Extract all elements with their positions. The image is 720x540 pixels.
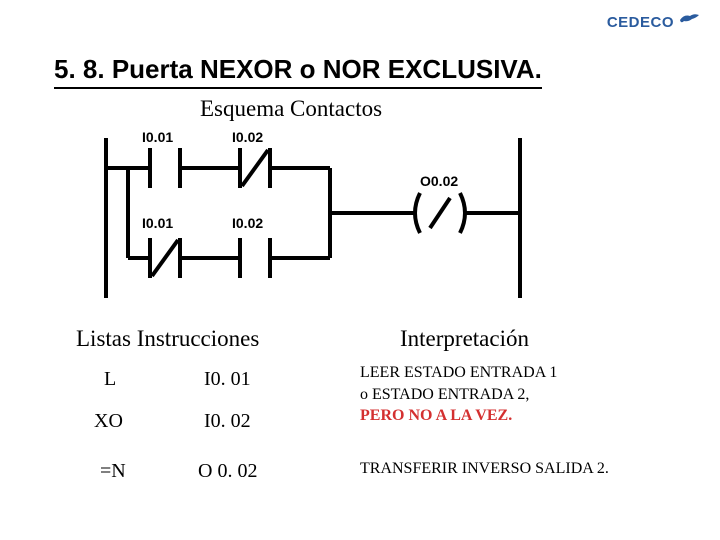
- interp1-line2: o ESTADO ENTRADA 2,: [360, 384, 557, 406]
- interpretation-2: TRANSFERIR INVERSO SALIDA 2.: [360, 460, 609, 478]
- label-o002: O0.02: [420, 173, 458, 189]
- label-i001-top: I0.01: [142, 129, 173, 145]
- inst-op-0: L: [104, 368, 116, 391]
- page-title: 5. 8. Puerta NEXOR o NOR EXCLUSIVA.: [54, 54, 542, 89]
- section-subtitle: Esquema Contactos: [200, 96, 382, 122]
- interp1-line3: PERO NO A LA VEZ.: [360, 405, 557, 427]
- inst-op-2: =N: [100, 460, 126, 483]
- inst-arg-1: I0. 02: [204, 410, 251, 433]
- inst-op-1: XO: [94, 410, 123, 433]
- label-i002-top: I0.02: [232, 129, 263, 145]
- brand-logo: CEDECO: [607, 12, 700, 32]
- label-i001-bot: I0.01: [142, 215, 173, 231]
- inst-arg-0: I0. 01: [204, 368, 251, 391]
- interpretation-1: LEER ESTADO ENTRADA 1 o ESTADO ENTRADA 2…: [360, 362, 557, 427]
- inst-arg-2: O 0. 02: [198, 460, 257, 483]
- brand-text: CEDECO: [607, 14, 674, 31]
- ladder-diagram: I0.01 I0.02 I0.01 I0.02 O0.02: [100, 128, 560, 308]
- interp-header: Interpretación: [400, 326, 529, 352]
- listas-header: Listas Instrucciones: [76, 326, 259, 352]
- label-i002-bot: I0.02: [232, 215, 263, 231]
- interp1-line1: LEER ESTADO ENTRADA 1: [360, 362, 557, 384]
- bird-icon: [678, 12, 700, 32]
